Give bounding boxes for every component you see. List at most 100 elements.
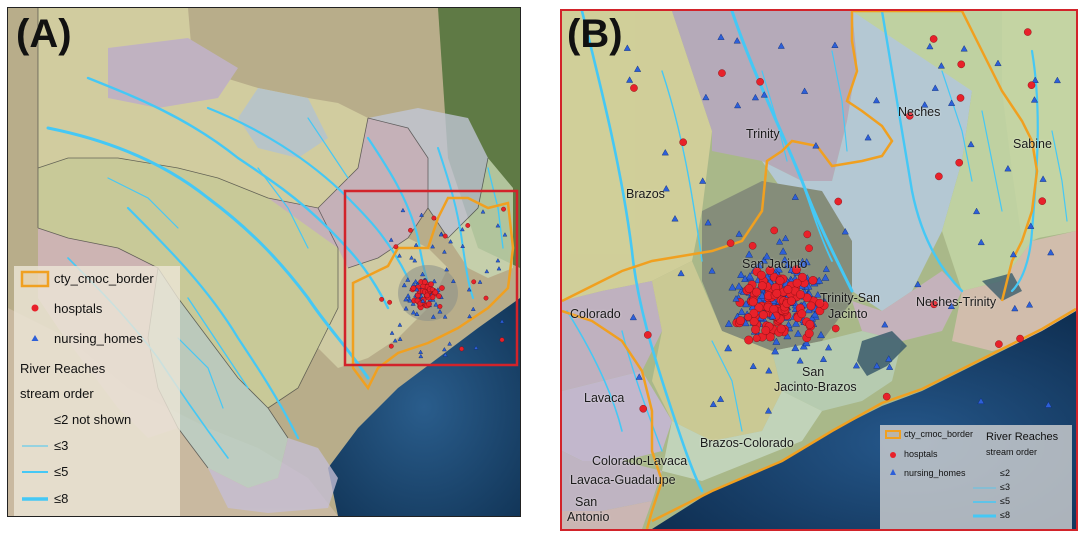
legend-b-reaches-title: River Reaches — [986, 431, 1059, 443]
hospital-marker — [421, 279, 428, 285]
hospital-marker — [956, 94, 965, 102]
nursing-home-marker — [802, 339, 811, 347]
sabine-lake — [982, 273, 1022, 301]
nursing-home-marker — [769, 312, 777, 320]
hospital-marker — [748, 242, 757, 250]
nursing-home-marker — [817, 330, 825, 339]
hospital-marker — [1038, 197, 1047, 205]
rivers-b — [566, 11, 1068, 493]
gulf-of-mexico — [328, 298, 520, 516]
nursing-home-marker — [403, 305, 409, 311]
nursing-home-marker — [626, 76, 634, 83]
basin-label-neches-trinity: Neches-Trinity — [916, 295, 997, 309]
hospital-marker — [1027, 81, 1036, 89]
hospital-marker — [379, 296, 385, 302]
hospital-marker — [955, 158, 964, 167]
nursing-home-marker — [931, 84, 939, 91]
nursing-home-marker — [414, 287, 420, 292]
nursing-home-marker — [405, 293, 411, 298]
hospital-marker — [757, 281, 767, 291]
legend-a-stream-order-title: stream order — [20, 386, 94, 401]
basin-label-trinity: Trinity — [746, 127, 780, 141]
legend-b-order-le8: ≤8 — [1000, 510, 1010, 520]
nursing-home-marker — [977, 238, 985, 246]
nursing-home-marker — [717, 33, 725, 40]
galveston-bay — [857, 331, 907, 376]
nursing-home-marker — [921, 101, 929, 108]
hospital-marker — [630, 84, 638, 92]
nursing-home-marker — [470, 306, 476, 311]
hospital-marker — [483, 295, 489, 301]
hospital-marker — [436, 293, 442, 299]
nursing-home-marker — [960, 45, 968, 52]
basin-label-lavaca-guadalupe: Lavaca-Guadalupe — [570, 473, 676, 487]
hospital-dot-icon — [31, 304, 39, 312]
detail-map-canvas — [562, 11, 1076, 529]
nursing-home-marker — [433, 301, 439, 307]
nursing-home-marker — [947, 302, 955, 309]
hospital-marker — [501, 206, 506, 212]
hospital-marker — [679, 138, 687, 147]
hospital-marker — [783, 285, 793, 294]
hospital-marker — [756, 78, 764, 86]
hospital-marker — [1023, 28, 1032, 36]
nursing-home-marker — [821, 273, 830, 281]
nursing-home-marker — [758, 291, 767, 299]
legend-a-symbols — [20, 270, 50, 501]
basin-label-trinity-san-jacinto-2: Jacinto — [828, 307, 868, 321]
nursing-home-marker — [1053, 76, 1061, 84]
nursing-home-marker — [716, 395, 725, 402]
nursing-home-marker — [812, 142, 820, 149]
hospital-marker — [442, 233, 448, 239]
legend-a-nursing-label: nursing_homes — [54, 331, 143, 346]
hospital-marker — [439, 285, 445, 291]
nursing-home-marker — [409, 255, 414, 260]
nursing-home-marker — [388, 237, 394, 242]
hospital-marker — [805, 244, 813, 253]
nursing-home-marker — [480, 209, 486, 214]
nursing-home-marker — [708, 267, 716, 274]
nursing-home-marker — [397, 253, 402, 258]
basin-label-lavaca: Lavaca — [584, 391, 625, 405]
basin-label-brazos-colorado: Brazos-Colorado — [700, 436, 794, 450]
nursing-home-marker — [825, 343, 833, 351]
nursing-home-marker — [699, 177, 707, 184]
legend-a-order-le2: ≤2 not shown — [54, 412, 132, 427]
panel-b-detail-map: (B) Trinity Brazos Neches Sabine San Jac… — [560, 9, 1078, 531]
hospital-marker — [772, 288, 782, 298]
hospital-marker — [758, 310, 768, 320]
nursing-home-marker — [759, 256, 768, 264]
hospital-marker — [803, 230, 812, 239]
nursing-home-marker — [410, 309, 416, 315]
hospital-marker — [639, 404, 648, 413]
nursing-home-marker — [822, 265, 830, 272]
legend-a-reaches-title: River Reaches — [20, 361, 106, 376]
nursing-home-marker — [737, 270, 746, 278]
legend-b-order-le2: ≤2 — [1000, 468, 1010, 478]
basin-label-colorado-lavaca: Colorado-Lavaca — [592, 454, 688, 468]
panel-a-label: (A) — [16, 12, 72, 56]
nursing-home-marker — [496, 266, 502, 271]
hospital-marker — [995, 340, 1003, 348]
facility-markers-a — [379, 206, 508, 359]
hospital-marker — [756, 270, 766, 280]
nursing-home-marker — [442, 249, 447, 254]
nursing-home-marker — [791, 193, 799, 200]
nursing-home-marker — [745, 250, 754, 258]
hospital-marker — [804, 329, 814, 338]
nursing-home-marker — [704, 218, 712, 226]
cmoc-border-b — [562, 11, 1039, 529]
legend-b-hospitals-label: hosptals — [904, 449, 938, 459]
hospital-marker — [770, 226, 779, 235]
hospital-marker — [744, 284, 754, 293]
hospital-marker — [761, 326, 771, 335]
nursing-home-marker — [977, 397, 985, 404]
hospital-marker — [752, 287, 761, 297]
nursing-home-marker — [459, 226, 465, 232]
nursing-home-marker — [885, 355, 893, 362]
hospital-marker — [437, 304, 443, 309]
basin-label-sabine: Sabine — [1013, 137, 1052, 151]
hospital-marker — [431, 215, 437, 221]
nursing-home-marker — [401, 282, 407, 288]
nursing-home-marker — [392, 338, 398, 343]
